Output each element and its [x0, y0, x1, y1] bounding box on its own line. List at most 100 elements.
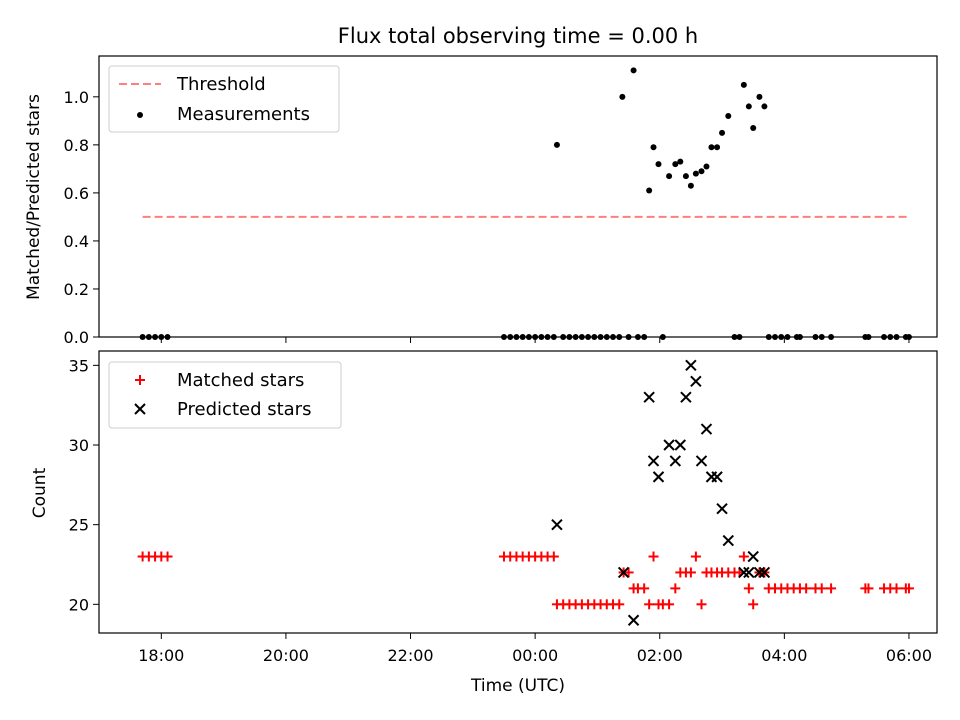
predicted-star-point [680, 391, 692, 403]
predicted-star-point [758, 566, 771, 579]
matched-star-point [738, 551, 749, 562]
measurement-point [708, 144, 715, 151]
legend-predicted-marker [134, 403, 146, 415]
matched-star-point [743, 583, 754, 594]
legend-threshold-label: Threshold [176, 74, 266, 95]
cross-stroke-b [617, 566, 630, 579]
predicted-star-point [690, 375, 702, 387]
top-panel: 0.0 0.2 0.4 0.6 0.8 1.0 Matched/Predicted sta… [24, 55, 938, 347]
measurement-point [646, 187, 653, 194]
matched-star-point [548, 551, 559, 562]
matched-star-point [903, 583, 914, 594]
bottom-x-tick-label: 20:00 [263, 646, 309, 665]
cross-stroke-b [716, 503, 728, 515]
measurement-point [725, 113, 732, 120]
predicted-star-point [674, 439, 687, 451]
matched-star-points [137, 551, 914, 610]
bottom-x-tick-label: 18:00 [138, 646, 184, 665]
cross-stroke-b [652, 471, 665, 483]
cross-stroke-b [738, 566, 750, 579]
measurement-point [692, 170, 699, 177]
cross-stroke-b [674, 439, 687, 451]
predicted-star-point [722, 534, 734, 547]
matched-star-point [664, 599, 675, 610]
predicted-star-point [695, 455, 708, 467]
predicted-star-point [700, 423, 713, 435]
bottom-x-axis-label: Time (UTC) [470, 676, 565, 696]
top-y-tick-label: 0.6 [64, 184, 89, 203]
measurement-point [750, 125, 757, 132]
measurement-point [655, 161, 662, 168]
cross-stroke-b [690, 375, 702, 387]
cross-stroke-b [700, 423, 713, 435]
predicted-star-point [743, 566, 755, 579]
bottom-x-tick-label: 00:00 [512, 646, 558, 665]
measurement-point [761, 103, 768, 110]
bottom-y-axis-label: Count [30, 467, 50, 518]
top-y-tick-label: 0.4 [64, 232, 89, 251]
bottom-plot-frame [98, 350, 938, 634]
cross-stroke-b [663, 439, 675, 451]
bottom-panel: 20 25 30 35 18:00 20:00 22:00 00:00 02:00 04:00 0… [30, 350, 938, 696]
measurement-point [630, 67, 637, 74]
predicted-star-point [652, 471, 665, 483]
matched-star-point [826, 583, 837, 594]
top-y-axis: 0.0 0.2 0.4 0.6 0.8 1.0 [64, 88, 99, 347]
top-plot-frame [98, 55, 938, 338]
matched-star-point [162, 551, 173, 562]
measurement-point [650, 144, 657, 151]
legend-matched-label: Matched stars [177, 370, 304, 391]
predicted-star-point [551, 518, 563, 531]
predicted-star-points [551, 359, 771, 626]
matched-star-point [648, 551, 659, 562]
matched-star-point [801, 583, 812, 594]
matched-star-point [816, 583, 827, 594]
top-y-tick-label: 0.2 [64, 280, 89, 299]
predicted-star-point [617, 566, 630, 579]
bottom-y-tick-label: 20 [69, 595, 89, 614]
measurement-point [682, 173, 689, 180]
predicted-star-point [647, 455, 660, 467]
bottom-x-tick-label: 02:00 [637, 646, 683, 665]
bottom-x-axis: 18:00 20:00 22:00 00:00 02:00 04:00 06:00 [138, 633, 932, 665]
cross-stroke-b [551, 518, 563, 531]
matched-star-point [614, 599, 625, 610]
measurement-point [745, 103, 752, 110]
matched-star-point [644, 599, 655, 610]
predicted-star-point [738, 566, 750, 579]
predicted-star-point [685, 359, 697, 372]
cross-stroke-b [134, 403, 146, 415]
matched-star-point [696, 599, 707, 610]
cross-stroke-b [669, 455, 682, 467]
cross-stroke-b [753, 566, 766, 579]
bottom-legend-box [108, 361, 342, 429]
measurement-point [672, 161, 679, 168]
bottom-y-axis: 20 25 30 35 [69, 356, 99, 614]
measurement-point [740, 81, 747, 88]
cross-stroke-b [685, 359, 697, 372]
top-chart-title: Flux total observing time = 0.00 h [338, 24, 698, 48]
cross-stroke-b [711, 471, 723, 483]
top-legend: Threshold Measurements [108, 65, 340, 133]
measurement-point [703, 163, 710, 170]
legend-measurements-label: Measurements [177, 104, 310, 125]
legend-matched-swatch [135, 375, 145, 385]
bottom-x-tick-label: 04:00 [761, 646, 807, 665]
legend-measurements-swatch [137, 112, 143, 118]
top-y-tick-label: 1.0 [64, 88, 89, 107]
bottom-y-tick-label: 25 [69, 516, 89, 535]
matched-star-point [863, 583, 874, 594]
measurement-point [698, 168, 705, 175]
bottom-x-tick-label: 06:00 [886, 646, 932, 665]
cross-stroke-b [680, 391, 692, 403]
matched-star-point [639, 583, 650, 594]
bottom-legend: Matched stars Predicted stars [108, 361, 342, 429]
predicted-star-point [747, 550, 759, 563]
measurement-point [677, 158, 684, 165]
measurement-point [714, 144, 721, 151]
predicted-star-point [627, 614, 640, 626]
legend-predicted-swatch [134, 403, 146, 415]
cross-stroke-b [722, 534, 734, 547]
top-legend-box [108, 65, 340, 133]
